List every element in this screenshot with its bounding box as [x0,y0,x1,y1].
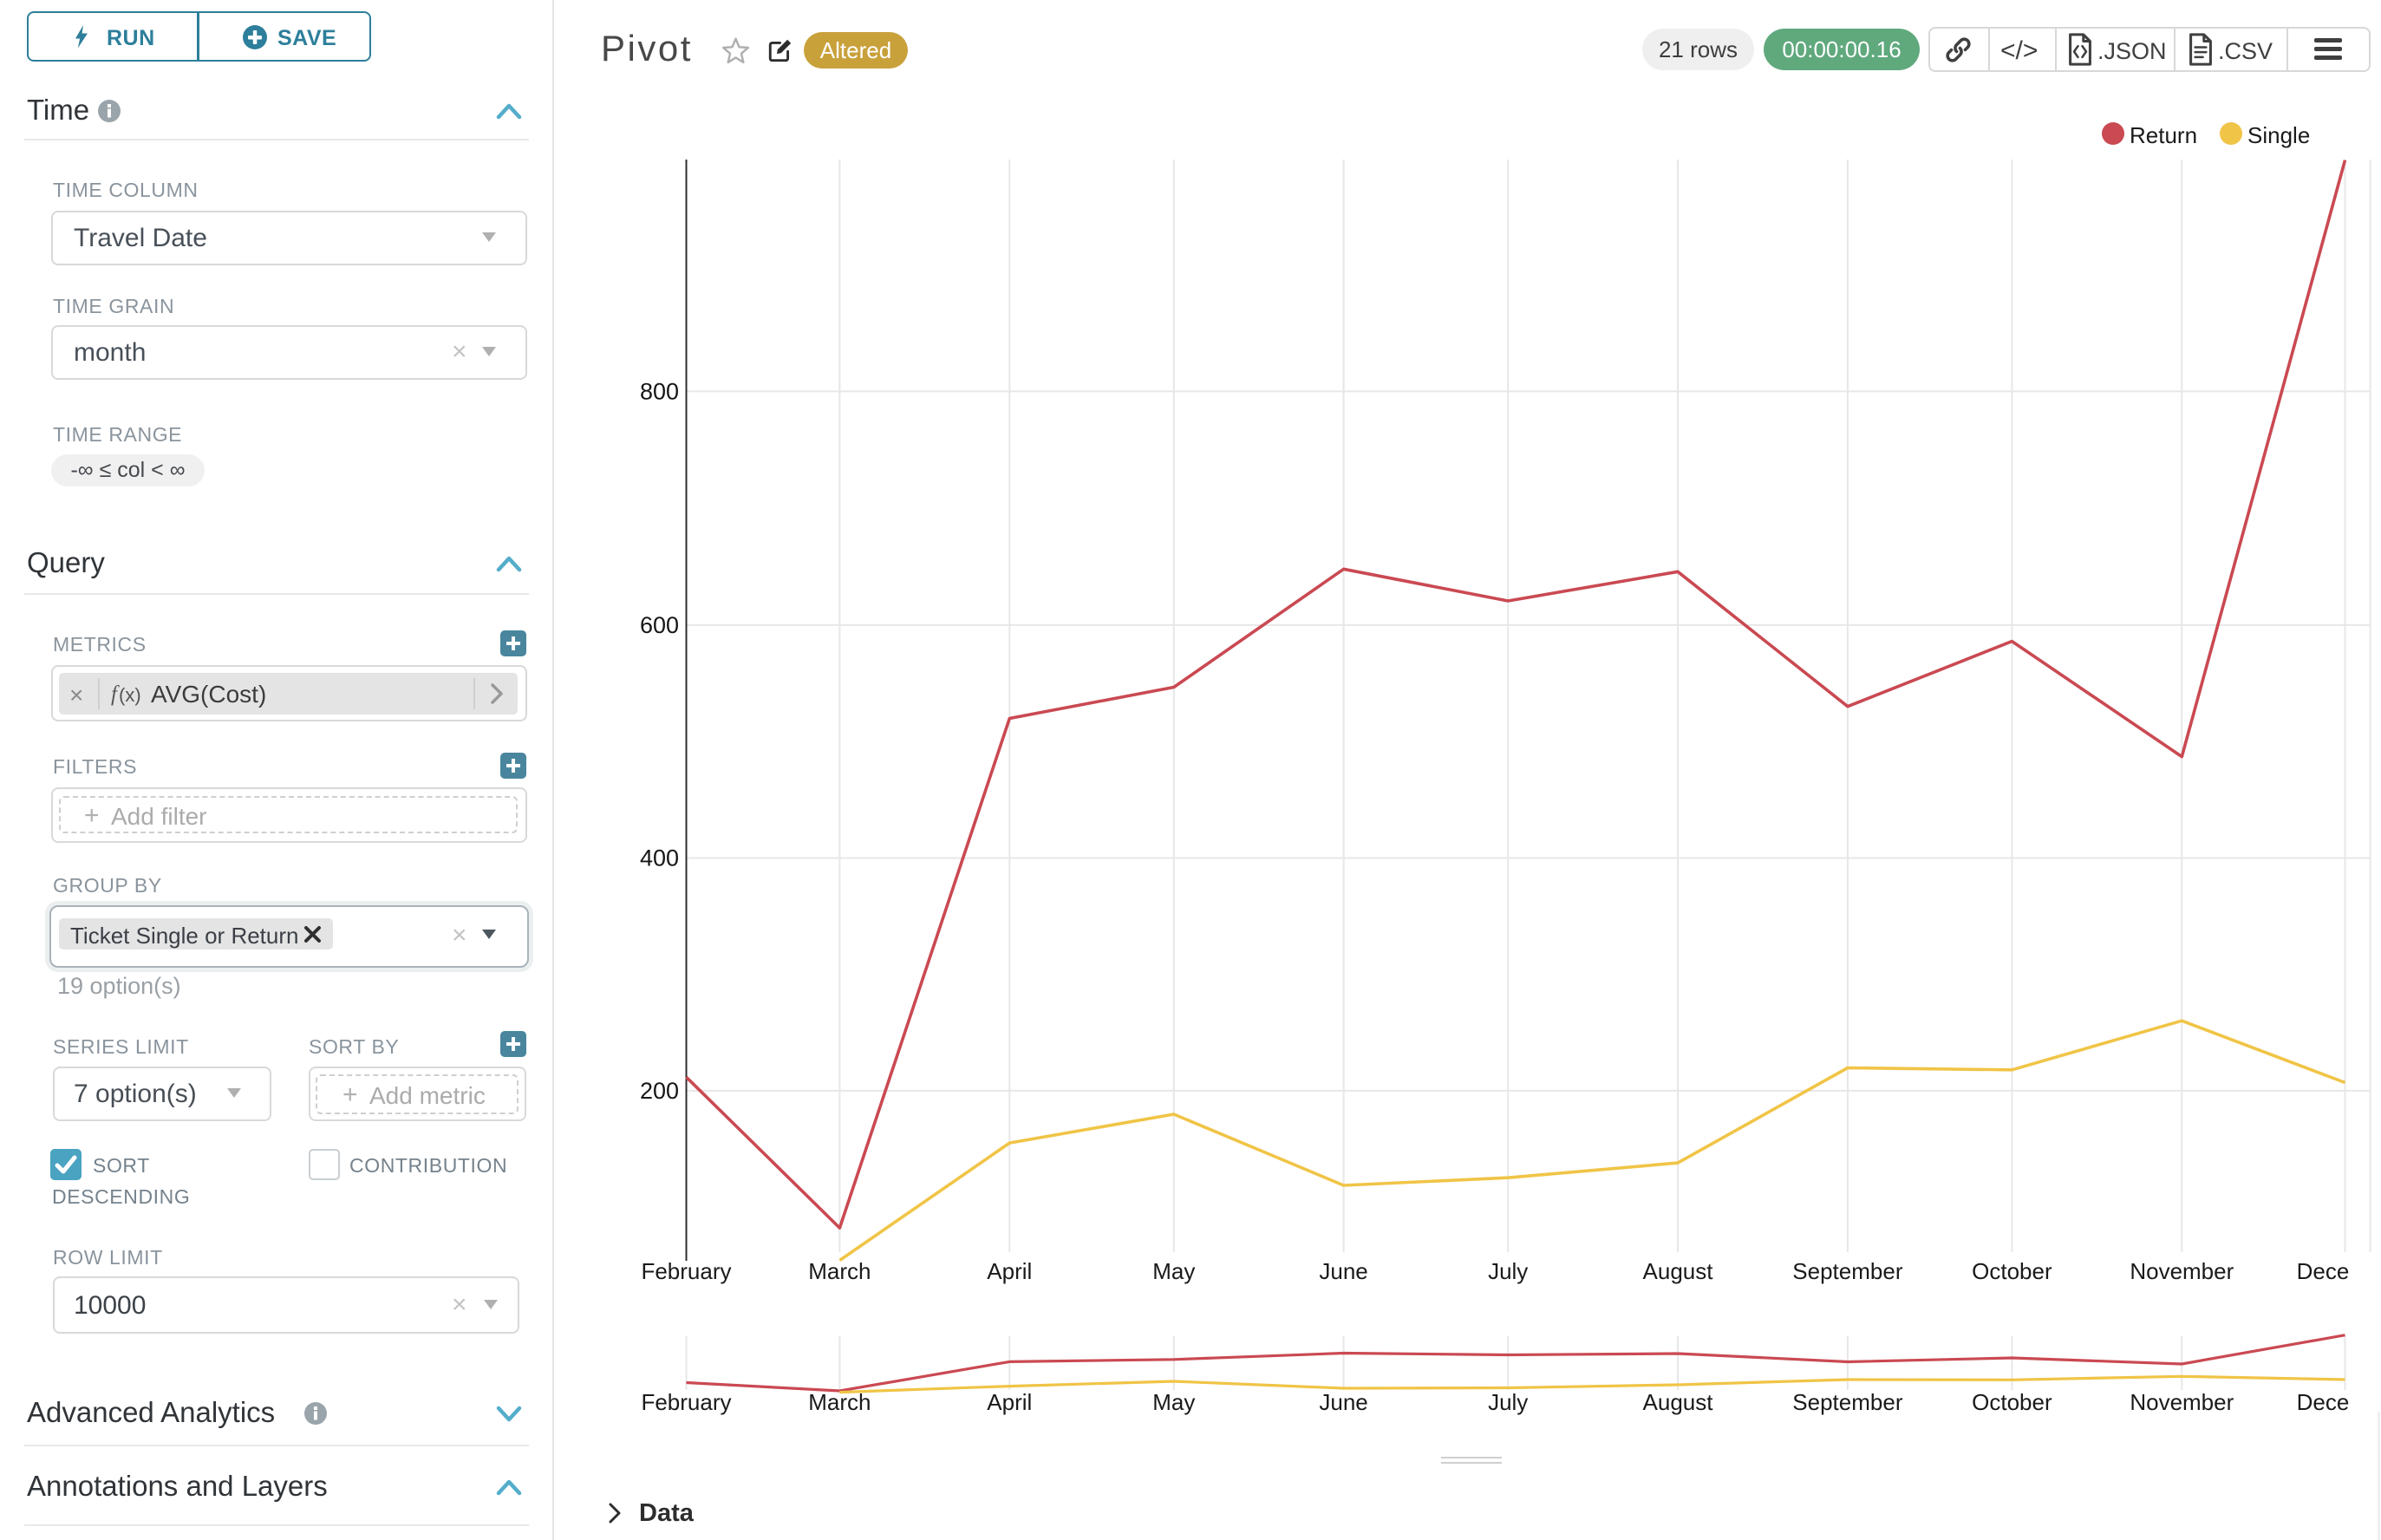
svg-text:July: July [1488,1389,1528,1415]
svg-text:February: February [641,1389,731,1415]
svg-text:August: August [1643,1389,1714,1415]
svg-text:May: May [1152,1389,1195,1415]
svg-text:400: 400 [640,845,679,871]
svg-text:April: April [987,1258,1032,1284]
svg-text:February: February [641,1258,731,1284]
svg-text:Dece: Dece [2297,1389,2350,1415]
svg-text:October: October [1972,1389,2052,1415]
svg-text:September: September [1792,1389,1903,1415]
svg-text:July: July [1488,1258,1528,1284]
svg-text:April: April [987,1389,1032,1415]
svg-text:March: March [808,1258,871,1284]
svg-text:November: November [2130,1389,2234,1415]
svg-text:August: August [1643,1258,1714,1284]
svg-text:600: 600 [640,612,679,638]
svg-text:800: 800 [640,378,679,404]
svg-text:May: May [1152,1258,1195,1284]
svg-text:June: June [1319,1258,1367,1284]
svg-text:200: 200 [640,1078,679,1104]
svg-text:Dece: Dece [2297,1258,2350,1284]
svg-text:October: October [1972,1258,2052,1284]
svg-text:September: September [1792,1258,1903,1284]
svg-text:November: November [2130,1258,2234,1284]
svg-text:March: March [808,1389,871,1415]
svg-text:June: June [1319,1389,1367,1415]
